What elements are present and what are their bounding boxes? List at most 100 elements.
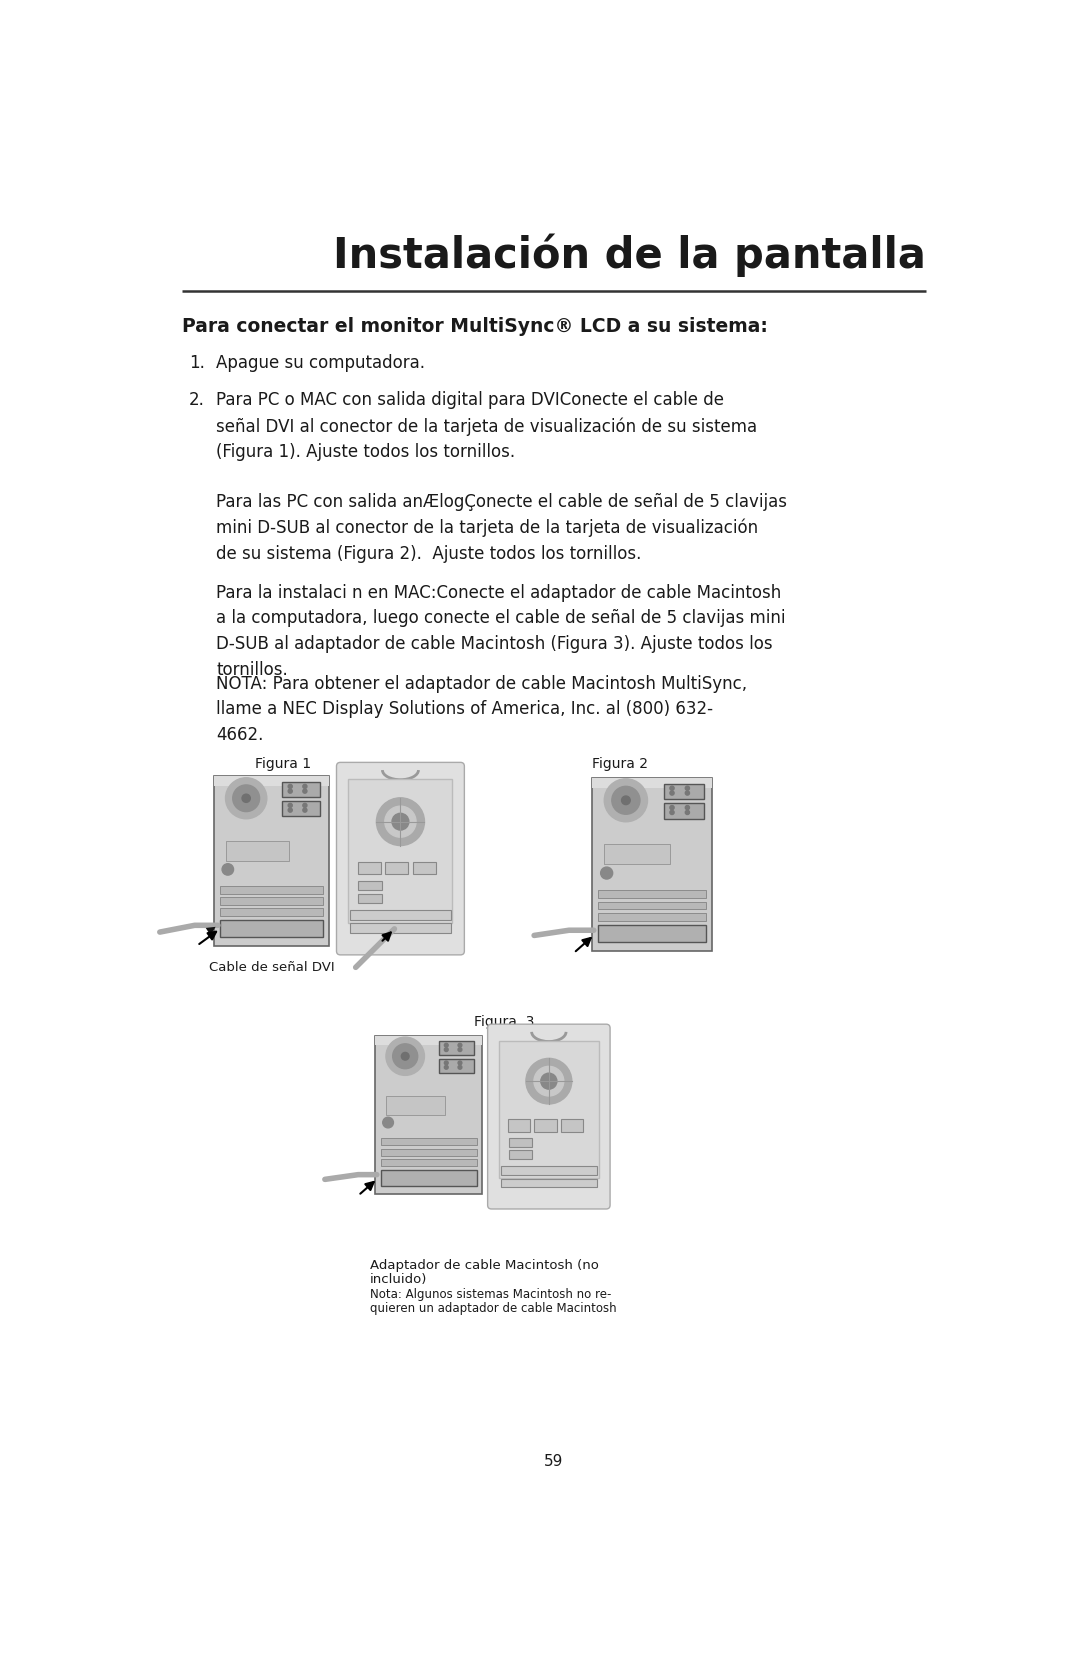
Circle shape [226, 778, 267, 819]
Circle shape [382, 1117, 393, 1128]
FancyBboxPatch shape [413, 861, 436, 875]
Text: Para las PC con salida anÆlogÇonecte el cable de señal de 5 clavijas
mini D-SUB : Para las PC con salida anÆlogÇonecte el … [216, 492, 787, 562]
Text: Instalación de la pantalla: Instalación de la pantalla [333, 234, 926, 277]
FancyBboxPatch shape [501, 1178, 597, 1187]
FancyBboxPatch shape [499, 1041, 598, 1178]
Circle shape [302, 784, 307, 788]
FancyBboxPatch shape [598, 913, 706, 921]
FancyBboxPatch shape [438, 1058, 474, 1073]
Circle shape [288, 803, 293, 808]
Text: Apague su computadora.: Apague su computadora. [216, 354, 426, 372]
Circle shape [534, 1066, 564, 1097]
Circle shape [670, 811, 674, 814]
FancyBboxPatch shape [592, 778, 713, 951]
FancyBboxPatch shape [605, 843, 671, 865]
FancyBboxPatch shape [598, 901, 706, 910]
Text: Figura  3: Figura 3 [474, 1015, 534, 1030]
FancyBboxPatch shape [535, 1120, 556, 1132]
Circle shape [686, 791, 689, 794]
Text: Nota: Algunos sistemas Macintosh no re-: Nota: Algunos sistemas Macintosh no re- [369, 1288, 611, 1302]
FancyBboxPatch shape [501, 1167, 597, 1175]
Circle shape [686, 786, 689, 789]
Circle shape [458, 1048, 462, 1051]
Text: Para PC o MAC con salida digital para DVIConecte el cable de
señal DVI al conect: Para PC o MAC con salida digital para DV… [216, 391, 757, 461]
FancyBboxPatch shape [214, 776, 328, 786]
FancyBboxPatch shape [350, 910, 450, 920]
Text: Cable de señal DVI: Cable de señal DVI [208, 961, 334, 975]
FancyBboxPatch shape [386, 861, 408, 875]
FancyBboxPatch shape [663, 803, 703, 819]
FancyBboxPatch shape [359, 893, 382, 903]
Text: Para la instalaci n en MAC:Conecte el adaptador de cable Macintosh
a la computad: Para la instalaci n en MAC:Conecte el ad… [216, 584, 786, 679]
Circle shape [377, 798, 424, 846]
FancyBboxPatch shape [592, 778, 713, 788]
Text: Figura 1: Figura 1 [255, 758, 311, 771]
FancyBboxPatch shape [220, 908, 323, 916]
Text: Adaptador de cable Macintosh (no: Adaptador de cable Macintosh (no [369, 1258, 598, 1272]
Circle shape [458, 1065, 462, 1070]
Circle shape [302, 803, 307, 808]
Circle shape [444, 1065, 448, 1070]
Text: Para conectar el monitor MultiSync® LCD a su sistema:: Para conectar el monitor MultiSync® LCD … [181, 317, 768, 337]
Circle shape [444, 1048, 448, 1051]
Circle shape [541, 1073, 557, 1090]
FancyBboxPatch shape [508, 1120, 530, 1132]
FancyBboxPatch shape [375, 1036, 482, 1045]
FancyBboxPatch shape [509, 1138, 531, 1147]
Circle shape [458, 1061, 462, 1065]
FancyBboxPatch shape [337, 763, 464, 955]
FancyBboxPatch shape [220, 886, 323, 895]
Circle shape [222, 865, 233, 875]
Circle shape [605, 779, 648, 821]
FancyBboxPatch shape [438, 1041, 474, 1055]
Circle shape [670, 791, 674, 794]
Circle shape [288, 784, 293, 788]
FancyBboxPatch shape [349, 779, 453, 923]
FancyBboxPatch shape [598, 890, 706, 898]
FancyBboxPatch shape [509, 1150, 531, 1158]
FancyBboxPatch shape [282, 783, 321, 798]
Circle shape [670, 786, 674, 789]
Circle shape [686, 811, 689, 814]
Text: quieren un adaptador de cable Macintosh: quieren un adaptador de cable Macintosh [369, 1302, 617, 1315]
FancyBboxPatch shape [386, 1097, 445, 1115]
Text: 1.: 1. [189, 354, 205, 372]
Circle shape [458, 1043, 462, 1046]
Text: NOTA: Para obtener el adaptador de cable Macintosh MultiSync,
llame a NEC Displa: NOTA: Para obtener el adaptador de cable… [216, 674, 747, 744]
FancyBboxPatch shape [375, 1036, 482, 1193]
FancyBboxPatch shape [488, 1025, 610, 1208]
FancyBboxPatch shape [380, 1170, 477, 1185]
Circle shape [233, 784, 259, 811]
FancyBboxPatch shape [380, 1148, 477, 1155]
Circle shape [386, 1036, 424, 1075]
Circle shape [302, 789, 307, 793]
FancyBboxPatch shape [226, 841, 288, 861]
Text: incluido): incluido) [369, 1273, 428, 1285]
FancyBboxPatch shape [220, 898, 323, 905]
Circle shape [444, 1043, 448, 1046]
Text: 2.: 2. [189, 391, 205, 409]
Circle shape [288, 789, 293, 793]
FancyBboxPatch shape [663, 784, 703, 799]
Circle shape [402, 1053, 409, 1060]
FancyBboxPatch shape [359, 881, 382, 890]
Text: Figura 2: Figura 2 [592, 758, 648, 771]
Circle shape [526, 1058, 571, 1103]
Circle shape [384, 806, 416, 838]
Text: 59: 59 [544, 1454, 563, 1469]
FancyBboxPatch shape [561, 1120, 583, 1132]
Circle shape [242, 794, 251, 803]
Circle shape [670, 806, 674, 809]
FancyBboxPatch shape [214, 776, 328, 946]
Circle shape [686, 806, 689, 809]
FancyBboxPatch shape [220, 920, 323, 938]
FancyBboxPatch shape [282, 801, 321, 816]
FancyBboxPatch shape [380, 1158, 477, 1167]
Circle shape [600, 868, 612, 880]
Circle shape [444, 1061, 448, 1065]
FancyBboxPatch shape [598, 925, 706, 943]
FancyBboxPatch shape [350, 923, 450, 933]
Circle shape [302, 808, 307, 813]
Circle shape [288, 808, 293, 813]
Circle shape [622, 796, 631, 804]
